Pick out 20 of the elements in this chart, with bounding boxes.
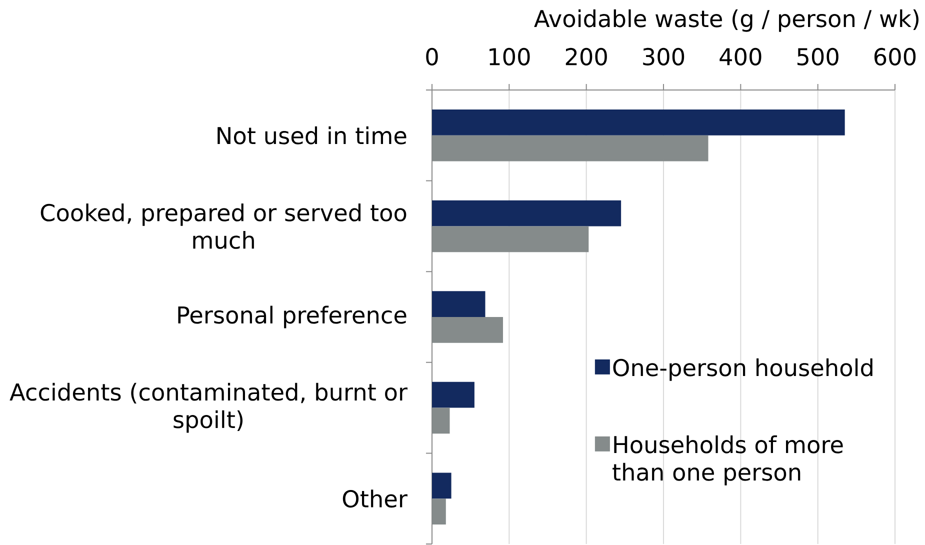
x-tick-label: 400 — [720, 48, 762, 66]
bar — [432, 291, 486, 317]
legend-label: One-person household — [613, 358, 872, 381]
bar — [432, 472, 452, 499]
x-tick-label: 600 — [874, 48, 916, 66]
legend-label: Households of more than one person — [612, 435, 843, 486]
y-tick-label: Cooked, prepared or served too much — [40, 203, 406, 249]
bar — [432, 200, 622, 226]
x-tick-label: 300 — [643, 48, 684, 66]
y-tick-label: Accidents (contaminated, burnt or spoilt) — [10, 382, 408, 433]
y-tick-label: Other — [342, 490, 408, 508]
bar — [432, 382, 474, 408]
y-tick-label: Personal preference — [178, 306, 406, 328]
x-axis-title: Avoidable waste (g / person / wk) — [534, 9, 918, 32]
x-tick-label: 100 — [490, 48, 530, 66]
bar — [432, 110, 845, 136]
x-tick-label: 200 — [566, 48, 607, 66]
y-tick-label: Not used in time — [218, 126, 406, 144]
x-tick-label: 0 — [426, 48, 438, 66]
x-tick-label: 500 — [797, 48, 838, 66]
